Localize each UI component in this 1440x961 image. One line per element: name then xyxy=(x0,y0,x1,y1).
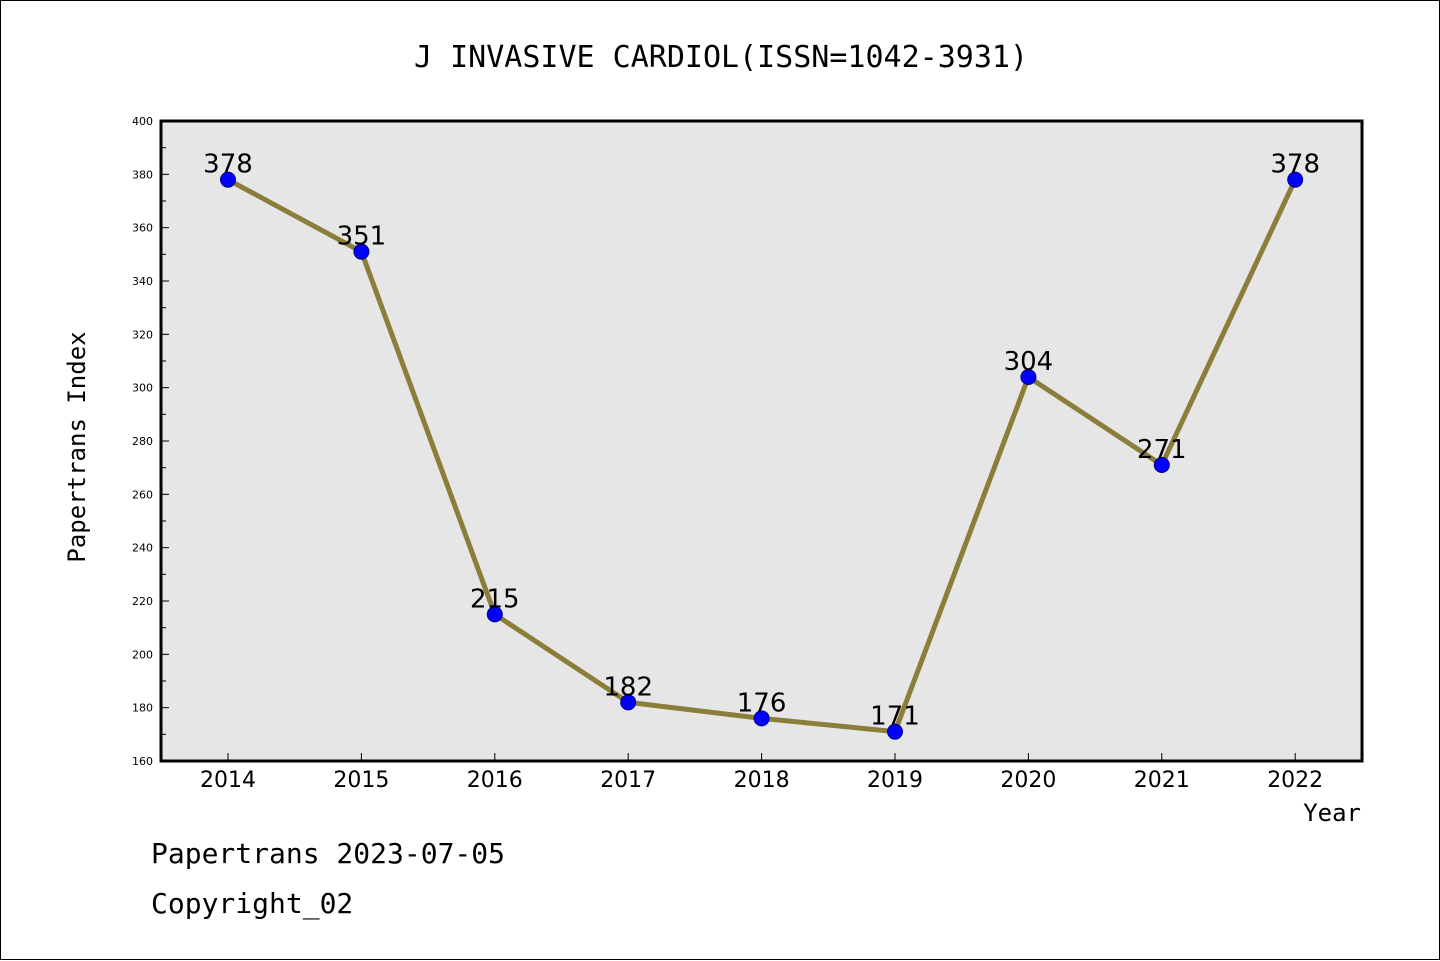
x-axis-label: Year xyxy=(1303,799,1361,827)
y-tick-label: 240 xyxy=(132,542,153,555)
data-point xyxy=(1287,171,1304,188)
x-tick-label: 2014 xyxy=(200,768,256,793)
y-tick-label: 380 xyxy=(132,168,153,181)
y-tick-label: 280 xyxy=(132,435,153,448)
data-point xyxy=(486,606,503,623)
plot-area xyxy=(161,121,1362,761)
y-tick-label: 360 xyxy=(132,222,153,235)
x-tick-label: 2017 xyxy=(600,768,656,793)
data-label: 378 xyxy=(203,150,253,180)
footer-copyright-text: Copyright_02 xyxy=(151,887,354,920)
y-axis: 160 180 200 220 240 260 280 300 320 340 360 380 400 xyxy=(132,115,169,768)
data-label: 351 xyxy=(337,222,387,252)
data-point xyxy=(887,723,903,740)
data-label: 215 xyxy=(470,584,520,614)
x-tick-label: 2020 xyxy=(1000,768,1056,793)
x-tick-label: 2016 xyxy=(467,768,523,793)
data-label: 182 xyxy=(603,672,653,702)
data-point xyxy=(1020,369,1037,385)
data-label: 378 xyxy=(1270,150,1320,180)
x-axis: 2014 2015 2016 2017 2018 2019 2020 2021 2022 xyxy=(200,753,1323,793)
data-label: 171 xyxy=(870,702,920,732)
y-tick-label: 300 xyxy=(132,382,153,395)
y-tick-label: 200 xyxy=(132,648,153,661)
y-tick-label: 220 xyxy=(132,595,153,608)
y-tick-label: 260 xyxy=(132,488,153,501)
x-tick-label: 2019 xyxy=(867,768,923,793)
x-tick-label: 2021 xyxy=(1134,768,1190,793)
data-label: 176 xyxy=(737,688,787,718)
y-tick-label: 320 xyxy=(132,328,153,341)
x-tick-label: 2022 xyxy=(1267,768,1323,793)
y-tick-label: 400 xyxy=(132,115,153,128)
data-labels: 378 351 215 182 176 171 304 271 378 xyxy=(203,150,1320,732)
data-point xyxy=(753,710,770,727)
chart-title: J INVASIVE CARDIOL(ISSN=1042-3931) xyxy=(414,40,1028,75)
data-label: 271 xyxy=(1137,435,1187,465)
x-tick-label: 2018 xyxy=(734,768,790,793)
data-point xyxy=(353,243,370,260)
footer-date-text: Papertrans 2023-07-05 xyxy=(151,837,506,870)
y-tick-label: 340 xyxy=(132,275,153,288)
y-axis-label: Papertrans Index xyxy=(63,331,91,562)
plot-frame xyxy=(159,119,1364,763)
data-markers xyxy=(220,171,1304,740)
data-point xyxy=(220,171,236,188)
data-point xyxy=(620,694,637,711)
y-tick-label: 160 xyxy=(132,755,153,768)
y-tick-label: 180 xyxy=(132,702,153,715)
data-label: 304 xyxy=(1004,347,1054,377)
x-tick-label: 2015 xyxy=(333,768,389,793)
data-point xyxy=(1153,457,1170,473)
